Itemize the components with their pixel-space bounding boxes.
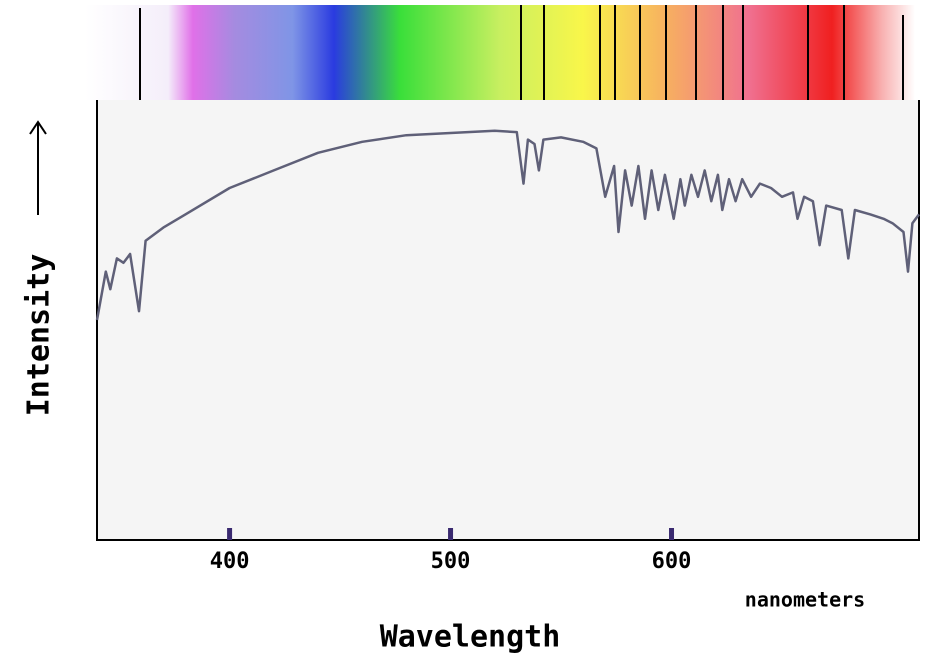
x-tick-label: 600	[652, 549, 692, 574]
x-axis-label: Wavelength	[380, 620, 561, 655]
x-tick-label: 400	[210, 549, 250, 574]
x-tick-label: 500	[431, 549, 471, 574]
spectrum-band	[85, 5, 915, 100]
y-axis-label: Intensity	[22, 254, 57, 417]
spectrum-lines	[139, 5, 904, 100]
y-arrow	[29, 120, 47, 215]
plot-area	[97, 100, 919, 540]
intensity-line	[95, 129, 920, 321]
x-unit: nanometers	[745, 588, 865, 612]
